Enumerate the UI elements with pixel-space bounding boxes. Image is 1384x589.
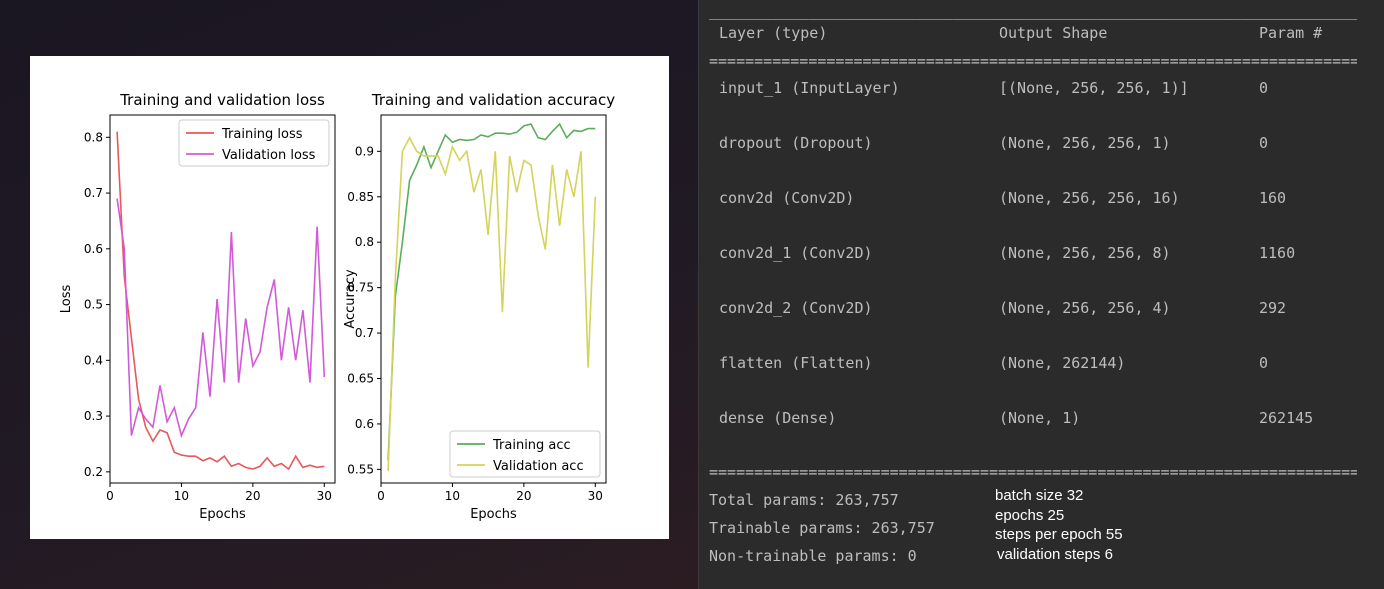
y-tick-label: 0.2: [84, 465, 103, 479]
header-params: Param #: [1259, 24, 1323, 42]
chart-title: Training and validation accuracy: [371, 91, 615, 109]
x-tick-label: 20: [516, 489, 531, 503]
note-steps: steps per epoch 55: [995, 526, 1123, 543]
figure-canvas: 0 10 20 30 0.2 0.3 0.4 0.5 0.6 0.7 0.8 Training and…: [59, 91, 615, 522]
y-tick-label: 0.7: [355, 326, 374, 340]
plot-frame: [109, 114, 336, 484]
y-axis-label: Accuracy: [343, 269, 358, 329]
y-tick-label: 0.85: [347, 190, 374, 204]
series-line-validation-acc: [387, 135, 597, 472]
x-tick-label: 30: [588, 489, 603, 503]
row-params: 0: [1259, 134, 1269, 152]
row-params: 0: [1259, 79, 1269, 97]
y-tick-label: 0.7: [84, 186, 103, 200]
row-layer: dense (Dense): [719, 409, 837, 427]
training-figure: 0 10 20 30 0.2 0.3 0.4 0.5 0.6 0.7 0.8 Training and…: [30, 56, 669, 539]
model-summary-terminal: ________________________________________…: [698, 0, 1384, 589]
x-axis-label: Epochs: [199, 507, 246, 522]
row-shape: [(None, 256, 256, 1)]: [999, 79, 1189, 97]
row-shape: (None, 256, 256, 8): [999, 244, 1171, 262]
row-layer: conv2d (Conv2D): [719, 189, 855, 207]
note-epochs: epochs 25: [995, 507, 1065, 524]
row-shape: (None, 256, 256, 16): [999, 189, 1180, 207]
row-params: 160: [1259, 189, 1287, 207]
y-tick-label: 0.9: [355, 144, 374, 158]
row-params: 262145: [1259, 409, 1314, 427]
row-shape: (None, 256, 256, 4): [999, 299, 1171, 317]
legend-label: Training acc: [492, 438, 571, 453]
total-params: Total params: 263,757: [709, 491, 899, 509]
note-batch-size: batch size 32: [995, 487, 1084, 504]
x-tick-label: 0: [106, 489, 114, 503]
chart-title: Training and validation loss: [119, 91, 325, 109]
non-trainable-params: Non-trainable params: 0: [709, 547, 917, 565]
row-layer: flatten (Flatten): [719, 354, 873, 372]
y-tick-label: 0.55: [347, 462, 374, 476]
legend-label: Validation acc: [493, 459, 584, 474]
legend-label: Validation loss: [222, 148, 316, 163]
row-layer: dropout (Dropout): [719, 134, 873, 152]
row-params: 1160: [1259, 244, 1296, 262]
row-layer: conv2d_1 (Conv2D): [719, 244, 873, 262]
plot-frame: [380, 114, 607, 484]
x-tick-label: 10: [445, 489, 460, 503]
separator-double: ========================================…: [709, 52, 1357, 70]
y-tick-label: 0.5: [84, 298, 103, 312]
header-shape: Output Shape: [999, 24, 1108, 42]
legend-label: Training loss: [221, 127, 303, 142]
y-tick-label: 0.75: [347, 281, 374, 295]
y-tick-label: 0.3: [84, 409, 103, 423]
trainable-params: Trainable params: 263,757: [709, 519, 935, 537]
legend-box: [449, 430, 601, 478]
y-tick-label: 0.8: [84, 130, 103, 144]
y-tick-label: 0.65: [347, 372, 374, 386]
x-axis-label: Epochs: [470, 507, 517, 522]
series-line-training-acc: [387, 122, 596, 461]
row-params: 0: [1259, 354, 1269, 372]
row-shape: (None, 262144): [999, 354, 1126, 372]
header-layer: Layer (type): [719, 24, 828, 42]
y-tick-label: 0.6: [355, 417, 374, 431]
x-tick-label: 10: [174, 489, 189, 503]
y-axis-label: Loss: [59, 285, 74, 314]
x-tick-label: 20: [245, 489, 260, 503]
row-params: 292: [1259, 299, 1287, 317]
x-tick-label: 30: [317, 489, 332, 503]
y-tick-label: 0.4: [84, 353, 103, 367]
series-line-validation-loss: [116, 198, 326, 439]
y-tick-label: 0.6: [84, 242, 103, 256]
series-line-training-loss: [116, 131, 325, 471]
separator-bottom: ========================================…: [709, 463, 1357, 481]
legend-box: [178, 119, 330, 167]
row-shape: (None, 1): [999, 409, 1081, 427]
row-shape: (None, 256, 256, 1): [999, 134, 1171, 152]
x-tick-label: 0: [377, 489, 385, 503]
y-tick-label: 0.8: [355, 235, 374, 249]
note-val-steps: validation steps 6: [997, 546, 1113, 563]
row-layer: conv2d_2 (Conv2D): [719, 299, 873, 317]
separator-top: ________________________________________…: [709, 2, 1357, 20]
row-layer: input_1 (InputLayer): [719, 79, 900, 97]
